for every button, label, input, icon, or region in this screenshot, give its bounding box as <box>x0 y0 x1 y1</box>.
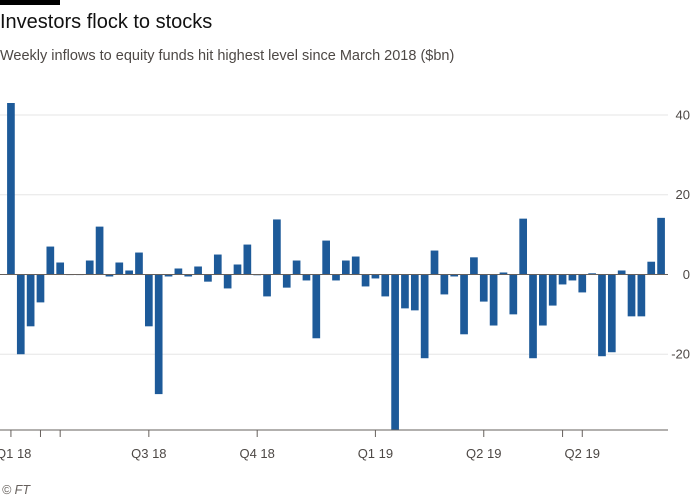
bar <box>410 274 419 311</box>
bar <box>95 226 104 275</box>
bar <box>430 250 439 275</box>
bar-series <box>7 103 665 430</box>
bar <box>273 219 281 275</box>
bar <box>144 274 153 327</box>
bar <box>391 274 399 430</box>
title-accent-rule <box>0 0 60 5</box>
bar <box>332 274 340 281</box>
bar <box>371 274 380 279</box>
bar <box>7 103 15 275</box>
y-tick-label: 20 <box>676 187 690 202</box>
bar <box>578 274 587 293</box>
bar <box>194 266 202 275</box>
bar <box>125 270 133 275</box>
bar <box>588 273 596 275</box>
y-tick-label: 0 <box>683 267 690 282</box>
bar <box>479 274 488 302</box>
bar <box>558 274 567 285</box>
bar <box>26 274 35 327</box>
bar <box>292 260 301 275</box>
bar <box>351 256 360 275</box>
bar <box>460 274 468 335</box>
bar-chart: 40 20 0 -20 Q1 18 Q3 18 Q4 18 Q1 19 Q2 19 Q2 19 <box>0 103 690 461</box>
chart-title: Investors flock to stocks <box>0 11 213 33</box>
bar <box>56 262 65 275</box>
bar <box>440 274 449 295</box>
bar <box>115 262 124 275</box>
bar <box>223 274 232 289</box>
bar <box>627 274 636 317</box>
x-tick-label: Q2 19 <box>466 446 501 461</box>
y-tick-label: 40 <box>676 107 690 122</box>
bar <box>598 274 606 357</box>
bar <box>617 270 626 275</box>
x-axis-ticks: Q1 18 Q3 18 Q4 18 Q1 19 Q2 19 Q2 19 <box>0 430 600 461</box>
bar <box>381 274 390 297</box>
bar <box>489 274 498 326</box>
bar <box>322 240 330 275</box>
bar <box>529 274 537 359</box>
bar <box>312 274 321 339</box>
bar <box>361 274 370 287</box>
x-tick-label: Q3 18 <box>131 446 166 461</box>
bar <box>647 261 656 275</box>
bar <box>184 274 193 277</box>
bar <box>539 274 547 326</box>
bar <box>282 274 291 288</box>
bar <box>16 274 25 355</box>
bar <box>401 274 409 309</box>
y-axis-tick-labels: 40 20 0 -20 <box>671 107 690 361</box>
bar <box>548 274 557 306</box>
source-credit: © FT <box>2 483 30 497</box>
bar <box>135 252 143 275</box>
bar <box>154 274 163 395</box>
bar <box>450 274 459 277</box>
bar <box>657 217 665 275</box>
bar <box>164 274 173 277</box>
bar <box>420 274 429 359</box>
bar <box>263 274 271 297</box>
chart-subtitle: Weekly inflows to equity funds hit highe… <box>0 48 455 64</box>
bar <box>105 274 114 277</box>
bar <box>174 268 183 275</box>
bar <box>499 272 508 275</box>
bar <box>637 274 646 317</box>
bar <box>85 260 94 275</box>
bar <box>607 274 616 353</box>
x-tick-label: Q4 18 <box>239 446 274 461</box>
bar <box>46 246 55 275</box>
bar <box>233 264 242 275</box>
x-tick-label: Q2 19 <box>565 446 600 461</box>
bar <box>302 274 311 281</box>
gridlines <box>0 114 668 355</box>
bar <box>342 260 350 275</box>
bar <box>568 274 577 281</box>
bar <box>509 274 518 315</box>
bar <box>204 274 212 282</box>
bar <box>470 257 478 275</box>
bar <box>36 274 45 303</box>
bar <box>213 254 222 275</box>
x-tick-label: Q1 19 <box>358 446 393 461</box>
x-tick-label: Q1 18 <box>0 446 31 461</box>
bar <box>243 244 252 275</box>
y-tick-label: -20 <box>671 347 690 362</box>
bar <box>519 218 528 275</box>
